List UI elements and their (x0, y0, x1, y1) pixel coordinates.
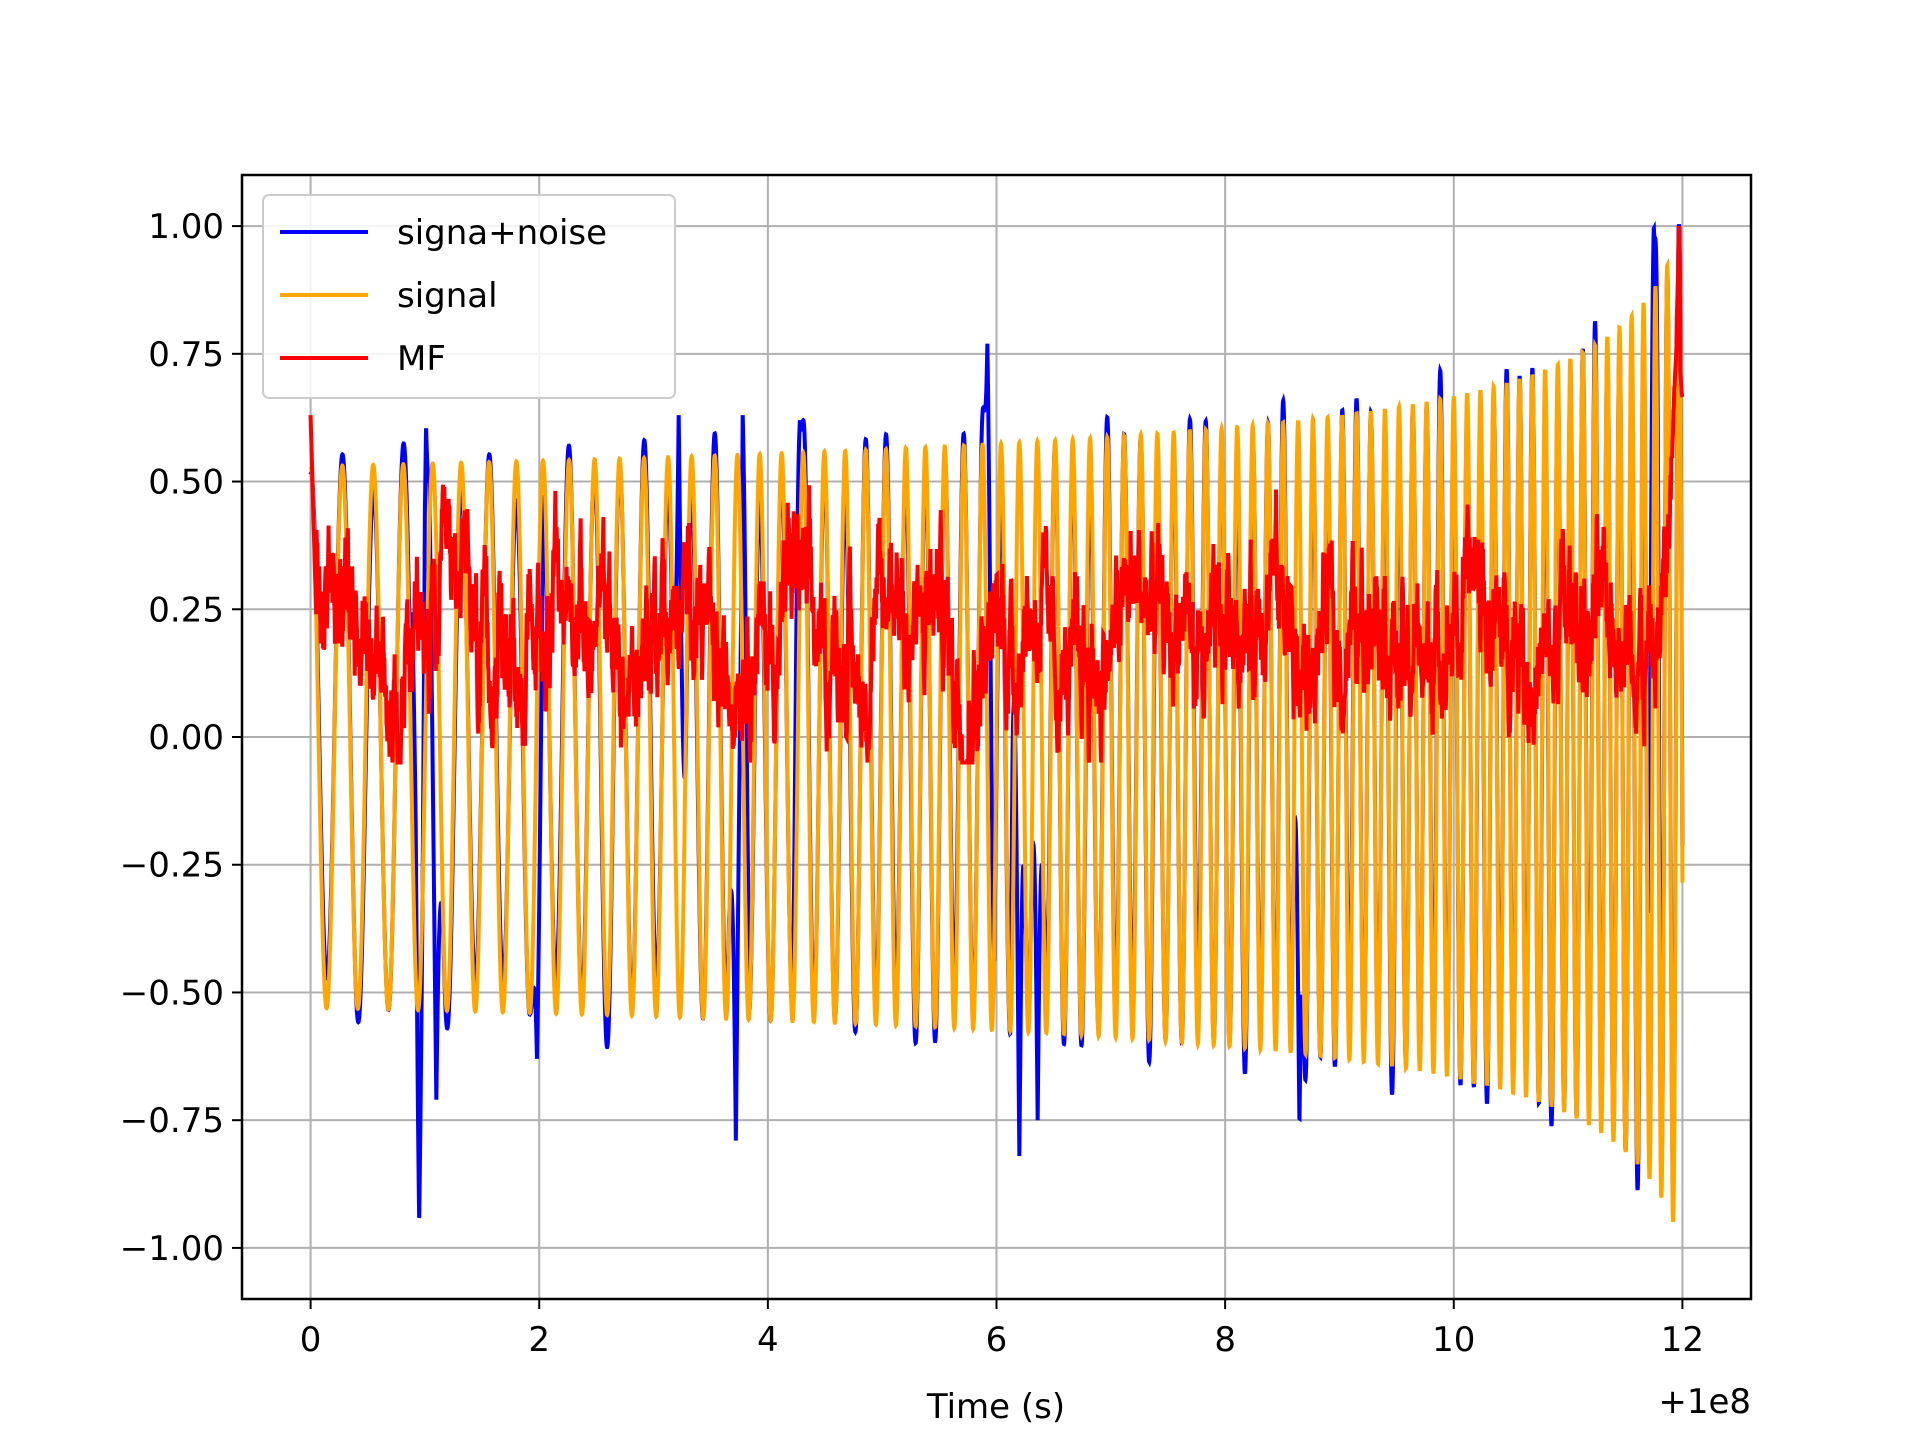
y-tick-label: 0.25 (148, 590, 224, 630)
legend-label: MF (397, 339, 446, 379)
y-tick-label: 0.50 (148, 463, 224, 503)
x-tick-label: 8 (1214, 1320, 1236, 1360)
x-tick-label: 0 (300, 1320, 322, 1360)
x-tick-label: 4 (757, 1320, 779, 1360)
x-tick-label: 2 (528, 1320, 550, 1360)
legend: signa+noise signal MF (262, 194, 676, 399)
x-tick-label: 12 (1661, 1320, 1704, 1360)
series-line-mf (308, 226, 1685, 765)
y-tick-label: 0.75 (148, 335, 224, 375)
legend-label: signal (397, 276, 498, 316)
x-tick-label: 10 (1432, 1320, 1475, 1360)
y-tick-label: 0.00 (148, 718, 224, 758)
legend-box (262, 194, 676, 399)
y-tick-label: −0.50 (120, 973, 224, 1013)
series-layer (308, 220, 1685, 1223)
ticks: 0 2 4 6 8 10 12 1.00 0.75 0.50 0.25 0.00 −0.25 −0.50 −… (120, 207, 1704, 1360)
y-tick-label: −0.25 (120, 846, 224, 886)
x-tick-label: 6 (986, 1320, 1008, 1360)
x-offset-label: +1e8 (1658, 1382, 1751, 1422)
y-tick-label: 1.00 (148, 207, 224, 247)
legend-label: signa+noise (397, 213, 607, 253)
x-axis-label: Time (s) (926, 1387, 1065, 1427)
y-tick-label: −0.75 (120, 1101, 224, 1141)
y-tick-label: −1.00 (120, 1229, 224, 1269)
